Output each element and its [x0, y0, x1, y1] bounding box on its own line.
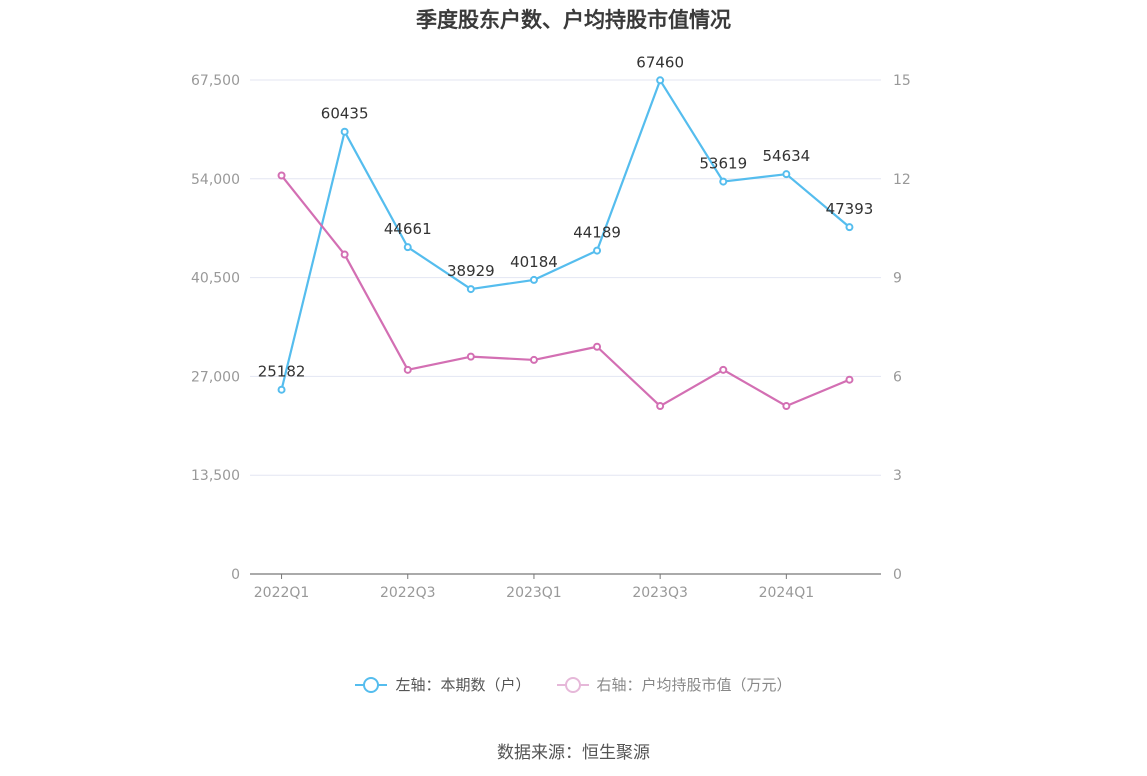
x-tick-label: 2023Q1	[506, 585, 562, 601]
y-right-tick-label: 12	[893, 172, 911, 188]
series-point-left	[340, 127, 349, 136]
left-axis-ticks: 0 13,500 27,000 40,500 54,000 67,500	[191, 73, 240, 583]
y-right-tick-label: 6	[893, 369, 902, 385]
y-right-tick-label: 3	[893, 468, 902, 484]
legend-left-label: 左轴：本期数（户）	[395, 676, 531, 694]
series-point-right	[656, 402, 665, 411]
series-line-left	[280, 79, 851, 390]
right-axis-ticks: 0 3 6 9 12 15	[893, 73, 911, 583]
data-labels: 25182 60435 44661 38929 40184 44189 67460 53619…	[258, 53, 874, 380]
y-right-tick-label: 15	[893, 73, 911, 89]
data-label: 44661	[384, 220, 432, 238]
series-point-right	[277, 171, 286, 180]
y-right-tick-label: 0	[893, 567, 902, 583]
chart-title: 季度股东户数、户均持股市值情况	[416, 8, 731, 32]
data-label: 25182	[258, 363, 306, 381]
series-point-left	[466, 285, 475, 294]
legend-item-left[interactable]: 左轴：本期数（户）	[355, 674, 531, 695]
data-label: 67460	[636, 53, 684, 71]
legend-item-right[interactable]: 右轴：户均持股市值（万元）	[556, 674, 792, 695]
series-point-left	[719, 177, 728, 186]
x-tick-label: 2023Q3	[632, 585, 688, 601]
series-point-right	[529, 355, 538, 364]
y-left-tick-label: 13,500	[191, 468, 240, 484]
legend-left-marker-icon	[355, 676, 388, 694]
series-line-right	[280, 174, 850, 408]
series-point-left	[529, 275, 538, 284]
data-label: 40184	[510, 253, 558, 271]
series-point-right	[845, 375, 854, 384]
legend: 左轴：本期数（户） 右轴：户均持股市值（万元）	[0, 674, 1147, 695]
data-label: 38929	[447, 262, 495, 280]
line-chart: 0 13,500 27,000 40,500 54,000 67,500 0 3 6 9 12 15…	[191, 53, 911, 601]
y-left-tick-label: 54,000	[191, 172, 240, 188]
x-tick-label: 2024Q1	[759, 585, 815, 601]
grid-lines	[250, 79, 881, 476]
series-point-left	[277, 385, 286, 394]
data-label: 44189	[573, 224, 621, 242]
y-left-tick-label: 0	[231, 567, 240, 583]
series-point-right	[593, 342, 602, 351]
x-tick-label: 2022Q3	[380, 585, 436, 601]
series-point-right	[403, 365, 412, 374]
series-point-left	[845, 223, 854, 232]
series-point-right	[719, 365, 728, 374]
series-point-right	[782, 402, 791, 411]
legend-right-marker-icon	[556, 676, 589, 694]
series-point-right	[340, 250, 349, 259]
series-point-left	[656, 76, 665, 85]
y-left-tick-label: 27,000	[191, 369, 240, 385]
series-point-left	[782, 170, 791, 179]
legend-right-label: 右轴：户均持股市值（万元）	[596, 676, 792, 694]
y-right-tick-label: 9	[893, 271, 902, 287]
series-point-left	[403, 243, 412, 252]
data-label: 60435	[321, 105, 369, 123]
series-group	[277, 76, 854, 411]
source-note: 数据来源：恒生聚源	[497, 743, 650, 763]
y-left-tick-label: 67,500	[191, 73, 240, 89]
series-point-right	[466, 352, 475, 361]
x-tick-label: 2022Q1	[254, 585, 310, 601]
data-label: 54634	[762, 147, 810, 165]
data-label: 47393	[826, 200, 874, 218]
y-left-tick-label: 40,500	[191, 271, 240, 287]
series-point-left	[593, 246, 602, 255]
data-label: 53619	[699, 155, 747, 173]
x-axis: 2022Q1 2022Q3 2023Q1 2023Q3 2024Q1	[250, 573, 881, 601]
